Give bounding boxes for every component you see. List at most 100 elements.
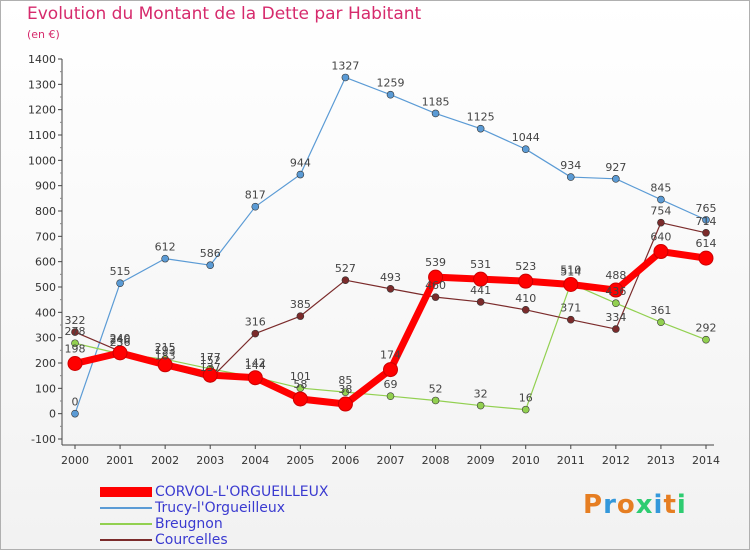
logo-letter: x — [635, 490, 654, 520]
data-point — [566, 173, 575, 181]
y-tick-label: 300 — [35, 332, 56, 345]
legend-label: Courcelles — [155, 532, 228, 548]
data-point — [428, 269, 444, 285]
x-tick-label: 2002 — [151, 454, 179, 467]
data-point — [386, 284, 395, 293]
data-label: 85 — [338, 374, 352, 387]
data-label: 441 — [470, 284, 491, 297]
y-tick-label: 0 — [49, 408, 56, 421]
legend-swatch — [100, 539, 152, 541]
y-tick-label: 1300 — [28, 78, 56, 91]
data-label: 460 — [425, 279, 446, 292]
data-point — [292, 391, 308, 407]
data-point — [518, 273, 534, 289]
data-label: 16 — [519, 392, 533, 405]
logo-letter: o — [616, 490, 636, 520]
data-point — [612, 299, 620, 308]
data-label: 493 — [380, 271, 401, 284]
data-label: 1259 — [377, 77, 405, 90]
data-label: 1125 — [467, 111, 495, 124]
data-point — [67, 356, 83, 372]
data-label: 52 — [429, 382, 443, 395]
data-point — [71, 339, 79, 348]
data-label: 278 — [65, 325, 86, 338]
data-label: 198 — [65, 343, 86, 356]
data-point — [657, 218, 665, 227]
logo-letter: i — [653, 490, 664, 520]
data-label: 137 — [200, 361, 221, 374]
legend-swatch — [100, 507, 152, 509]
data-point — [476, 124, 485, 133]
data-point — [698, 250, 714, 266]
proxiti-logo: Proxiti — [583, 490, 687, 520]
data-label: 1327 — [331, 59, 359, 72]
data-label: 586 — [200, 247, 221, 260]
y-tick-label: -100 — [31, 433, 56, 446]
data-point — [341, 73, 350, 82]
data-point — [702, 228, 710, 237]
data-point — [341, 388, 350, 396]
x-tick-label: 2005 — [286, 454, 314, 467]
data-point — [657, 195, 665, 204]
data-label: 817 — [245, 189, 266, 202]
data-label: 58 — [293, 378, 307, 391]
legend-label: CORVOL-L'ORGUEILLEUX — [155, 484, 329, 500]
x-tick-label: 2013 — [647, 454, 675, 467]
x-tick-label: 2007 — [377, 454, 405, 467]
data-label: 527 — [335, 262, 356, 275]
y-tick-label: 100 — [35, 382, 56, 395]
data-point — [202, 367, 218, 383]
x-tick-label: 2008 — [422, 454, 450, 467]
y-tick-label: 1400 — [28, 53, 56, 66]
data-label: 410 — [515, 292, 536, 305]
y-tick-label: 800 — [35, 205, 56, 218]
data-label: 193 — [155, 344, 176, 357]
data-label: 316 — [245, 316, 266, 329]
y-tick-label: 600 — [35, 256, 56, 269]
data-label: 38 — [338, 383, 352, 396]
data-label: 523 — [515, 260, 536, 273]
data-label: 246 — [110, 333, 131, 346]
data-point — [386, 90, 395, 99]
data-point — [521, 305, 530, 314]
x-tick-label: 2003 — [196, 454, 224, 467]
data-label: 934 — [560, 159, 581, 172]
data-label: 177 — [200, 351, 221, 364]
data-label: 845 — [650, 182, 671, 195]
data-label: 142 — [245, 357, 266, 370]
data-point — [473, 271, 489, 287]
data-point — [112, 345, 128, 361]
data-label: 371 — [560, 302, 581, 315]
data-label: 765 — [696, 202, 717, 215]
data-point — [206, 261, 215, 270]
data-point — [563, 276, 579, 292]
y-tick-label: 200 — [35, 357, 56, 370]
data-label: 927 — [605, 161, 626, 174]
y-tick-label: 900 — [35, 180, 56, 193]
logo-letter: r — [603, 490, 617, 520]
legend-label: Breugnon — [155, 516, 223, 532]
x-tick-label: 2001 — [106, 454, 134, 467]
data-point — [476, 298, 485, 306]
data-label: 539 — [425, 256, 446, 269]
data-point — [612, 325, 620, 333]
data-point — [251, 329, 260, 338]
data-label: 754 — [650, 205, 671, 218]
y-tick-label: 1200 — [28, 104, 56, 117]
y-tick-label: 1000 — [28, 154, 56, 167]
x-tick-label: 2006 — [331, 454, 359, 467]
data-point — [157, 357, 173, 373]
legend-label: Trucy-l'Orgueilleux — [155, 500, 285, 516]
data-label: 385 — [290, 298, 311, 311]
data-label: 101 — [290, 370, 311, 383]
y-tick-label: 400 — [35, 306, 56, 319]
data-label: 69 — [384, 378, 398, 391]
data-point — [337, 396, 353, 412]
data-point — [341, 276, 350, 284]
data-label: 32 — [474, 388, 488, 401]
data-label: 292 — [696, 322, 717, 335]
data-label: 515 — [110, 265, 131, 278]
data-point — [521, 405, 530, 414]
x-tick-label: 2004 — [241, 454, 269, 467]
data-label: 1185 — [422, 95, 450, 108]
